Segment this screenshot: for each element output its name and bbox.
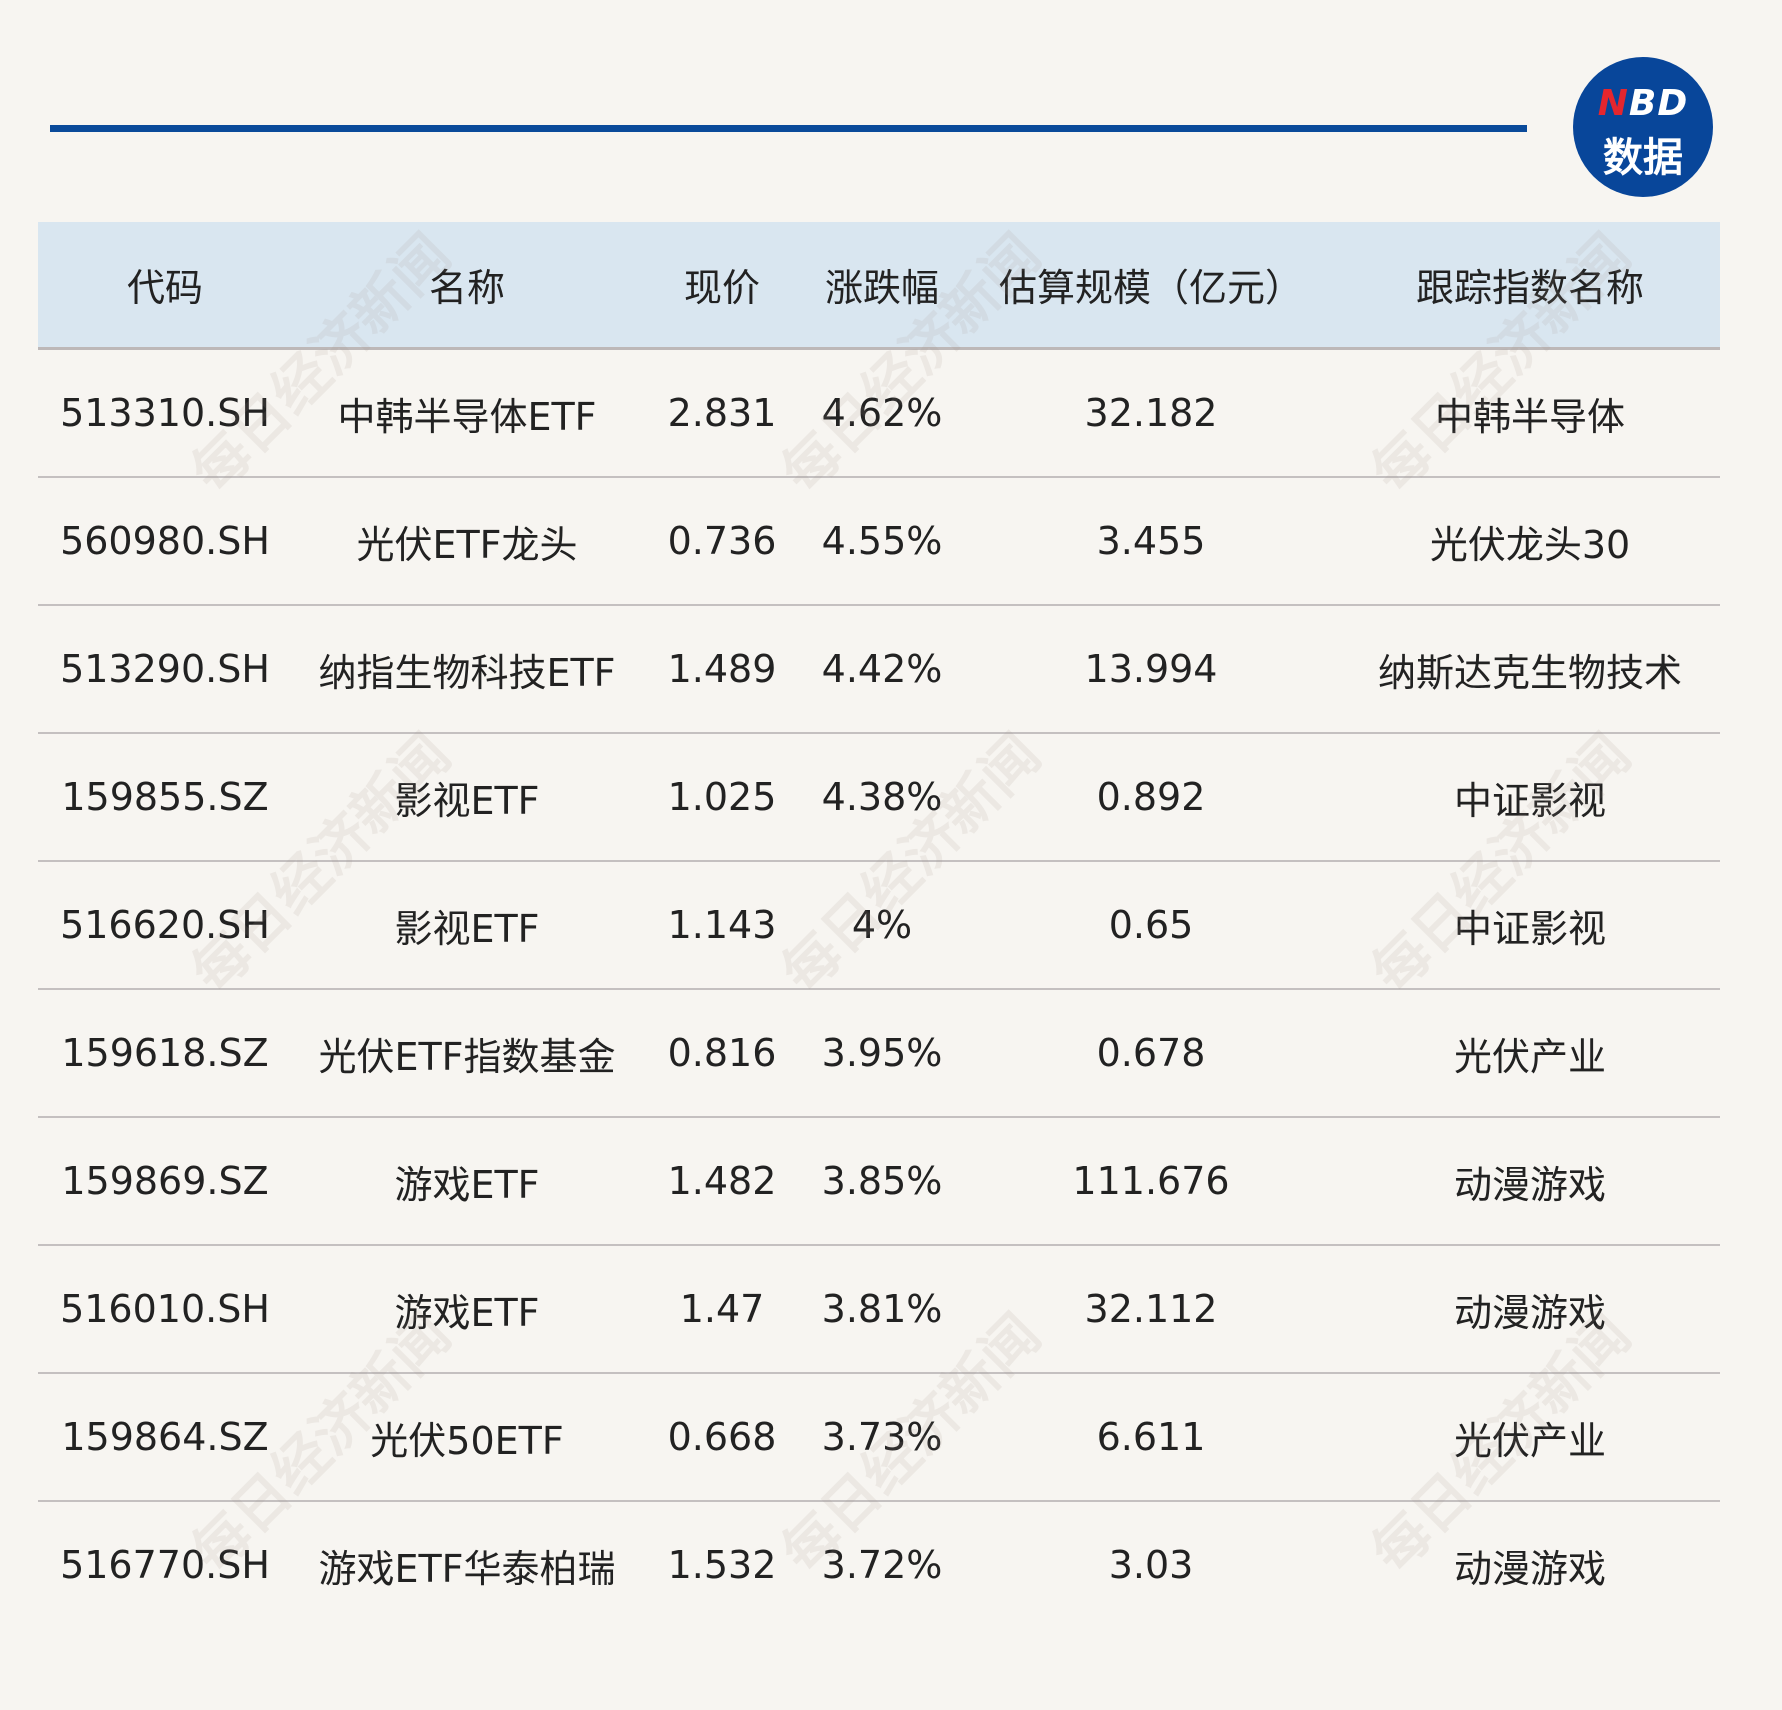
cell-scale: 32.112 [962, 1245, 1340, 1374]
cell-name: 影视ETF [292, 861, 642, 990]
cell-price: 0.736 [642, 477, 802, 606]
cell-scale: 111.676 [962, 1117, 1340, 1246]
cell-scale: 0.678 [962, 989, 1340, 1118]
cell-index: 光伏产业 [1340, 1373, 1720, 1502]
cell-code: 516620.SH [38, 861, 292, 990]
nbd-data-logo: NBD 数据 [1573, 57, 1713, 197]
cell-price: 1.482 [642, 1117, 802, 1246]
table-row: 159855.SZ 影视ETF 1.025 4.38% 0.892 中证影视 [38, 733, 1720, 862]
header-change: 涨跌幅 [802, 222, 962, 350]
cell-price: 1.532 [667, 1543, 777, 1587]
cell-scale: 32.182 [962, 348, 1340, 478]
header-code: 代码 [38, 222, 292, 350]
cell-name: 光伏ETF指数基金 [292, 989, 642, 1118]
cell-index: 中证影视 [1340, 733, 1720, 862]
header-index: 跟踪指数名称 [1340, 222, 1720, 350]
cell-index: 中证影视 [1340, 861, 1720, 990]
cell-name: 游戏ETF [292, 1245, 642, 1374]
table-row: 159864.SZ 光伏50ETF 0.668 3.73% 6.611 光伏产业 [38, 1373, 1720, 1502]
table-row: 516620.SH 影视ETF 1.143 4% 0.65 中证影视 [38, 861, 1720, 990]
cell-code: 513310.SH [38, 348, 292, 478]
cell-change: 3.73% [802, 1373, 962, 1502]
header-price: 现价 [642, 222, 802, 350]
cell-index: 纳斯达克生物技术 [1340, 605, 1720, 734]
cell-code: 516010.SH [38, 1245, 292, 1374]
cell-scale: 6.611 [962, 1373, 1340, 1502]
logo-bd: BD [1628, 83, 1689, 124]
cell-index: 光伏龙头30 [1340, 477, 1720, 606]
cell-index: 中韩半导体 [1340, 348, 1720, 478]
cell-code: 159864.SZ [38, 1373, 292, 1502]
table-row: 516010.SH 游戏ETF 1.47 3.81% 32.112 动漫游戏 [38, 1245, 1720, 1374]
cell-change: 4.42% [802, 605, 962, 734]
cell-change: 3.72% [821, 1543, 943, 1587]
cell-change: 4.55% [802, 477, 962, 606]
cell-scale: 3.03 [1108, 1543, 1194, 1587]
cell-scale: 0.65 [962, 861, 1340, 990]
cell-price: 1.025 [642, 733, 802, 862]
cell-change: 3.81% [802, 1245, 962, 1374]
table-row: 516770.SH 游戏ETF华泰柏瑞 1.532 3.72% 3.03 动漫游戏 [38, 1501, 1720, 1628]
cell-index: 动漫游戏 [1340, 1245, 1720, 1374]
logo-sub: 数据 [1603, 135, 1683, 181]
cell-price: 1.47 [642, 1245, 802, 1374]
cell-scale: 13.994 [962, 605, 1340, 734]
cell-change: 3.95% [802, 989, 962, 1118]
cell-code: 159869.SZ [38, 1117, 292, 1246]
cell-index: 动漫游戏 [1340, 1117, 1720, 1246]
cell-code: 159618.SZ [38, 989, 292, 1118]
cell-price: 2.831 [642, 348, 802, 478]
cell-index: 光伏产业 [1340, 989, 1720, 1118]
cell-code: 159855.SZ [38, 733, 292, 862]
cell-name: 游戏ETF [292, 1117, 642, 1246]
cell-name: 中韩半导体ETF [292, 348, 642, 478]
cell-change: 4.38% [802, 733, 962, 862]
table-header-row: 代码 名称 现价 涨跌幅 估算规模（亿元） 跟踪指数名称 [38, 222, 1720, 350]
cell-name: 光伏50ETF [292, 1373, 642, 1502]
table-row: 159869.SZ 游戏ETF 1.482 3.85% 111.676 动漫游戏 [38, 1117, 1720, 1246]
header-scale: 估算规模（亿元） [962, 222, 1340, 350]
cell-change: 3.85% [802, 1117, 962, 1246]
etf-table: 代码 名称 现价 涨跌幅 估算规模（亿元） 跟踪指数名称 513310.SH 中韩半导体ET… [38, 222, 1720, 1628]
header-name: 名称 [292, 222, 642, 350]
cell-scale: 0.892 [962, 733, 1340, 862]
table-row: 513290.SH 纳指生物科技ETF 1.489 4.42% 13.994 纳斯达克生物… [38, 605, 1720, 734]
table-row: 159618.SZ 光伏ETF指数基金 0.816 3.95% 0.678 光伏产业 [38, 989, 1720, 1118]
cell-code: 560980.SH [38, 477, 292, 606]
cell-code: 516770.SH [60, 1543, 270, 1587]
table-row: 513310.SH 中韩半导体ETF 2.831 4.62% 32.182 中韩半导体 [38, 348, 1720, 478]
cell-name: 纳指生物科技ETF [292, 605, 642, 734]
cell-change: 4% [802, 861, 962, 990]
cell-price: 0.816 [642, 989, 802, 1118]
logo-n: N [1597, 83, 1629, 124]
header-rule [50, 125, 1527, 132]
cell-name: 游戏ETF华泰柏瑞 [318, 1546, 616, 1591]
cell-name: 光伏ETF龙头 [292, 477, 642, 606]
cell-price: 1.143 [642, 861, 802, 990]
table-row: 560980.SH 光伏ETF龙头 0.736 4.55% 3.455 光伏龙头30 [38, 477, 1720, 606]
cell-index: 动漫游戏 [1453, 1546, 1606, 1591]
cell-name: 影视ETF [292, 733, 642, 862]
cell-price: 1.489 [642, 605, 802, 734]
cell-code: 513290.SH [38, 605, 292, 734]
cell-change: 4.62% [802, 348, 962, 478]
cell-scale: 3.455 [962, 477, 1340, 606]
cell-price: 0.668 [642, 1373, 802, 1502]
